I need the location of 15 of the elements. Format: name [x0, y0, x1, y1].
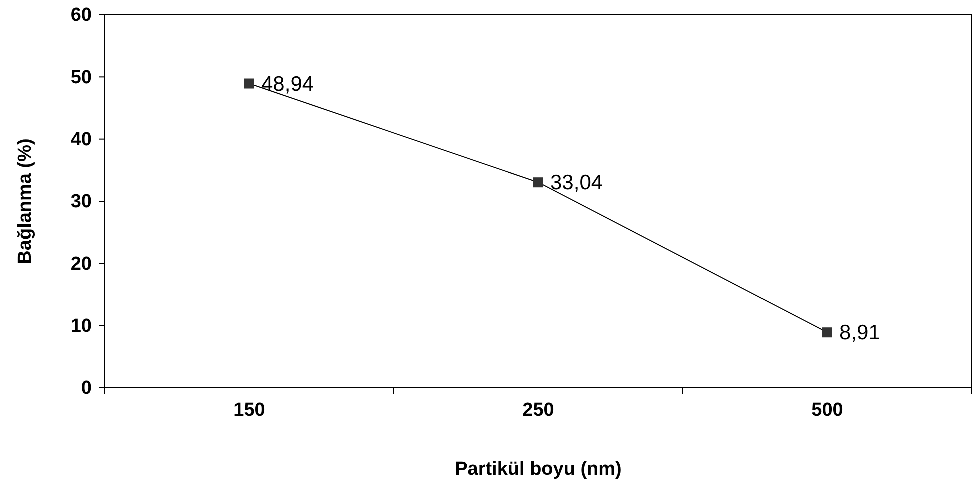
data-label: 8,91 — [840, 322, 880, 345]
x-tick-label: 250 — [522, 400, 554, 421]
y-tick-label: 30 — [70, 192, 92, 213]
x-tick-label: 150 — [234, 400, 266, 421]
y-axis-title: Bağlanma (%) — [15, 138, 36, 264]
y-tick-label: 10 — [70, 316, 92, 337]
y-tick-label: 0 — [81, 378, 92, 400]
y-tick-label: 50 — [70, 67, 92, 88]
data-label: 33,04 — [550, 172, 604, 195]
x-tick-label: 500 — [812, 400, 844, 421]
y-tick-label: 40 — [70, 129, 92, 150]
y-tick-label: 60 — [70, 5, 92, 26]
y-tick-label: 20 — [70, 254, 92, 275]
data-label: 48,94 — [262, 72, 314, 96]
x-axis-title: Partikül boyu (nm) — [455, 459, 622, 480]
